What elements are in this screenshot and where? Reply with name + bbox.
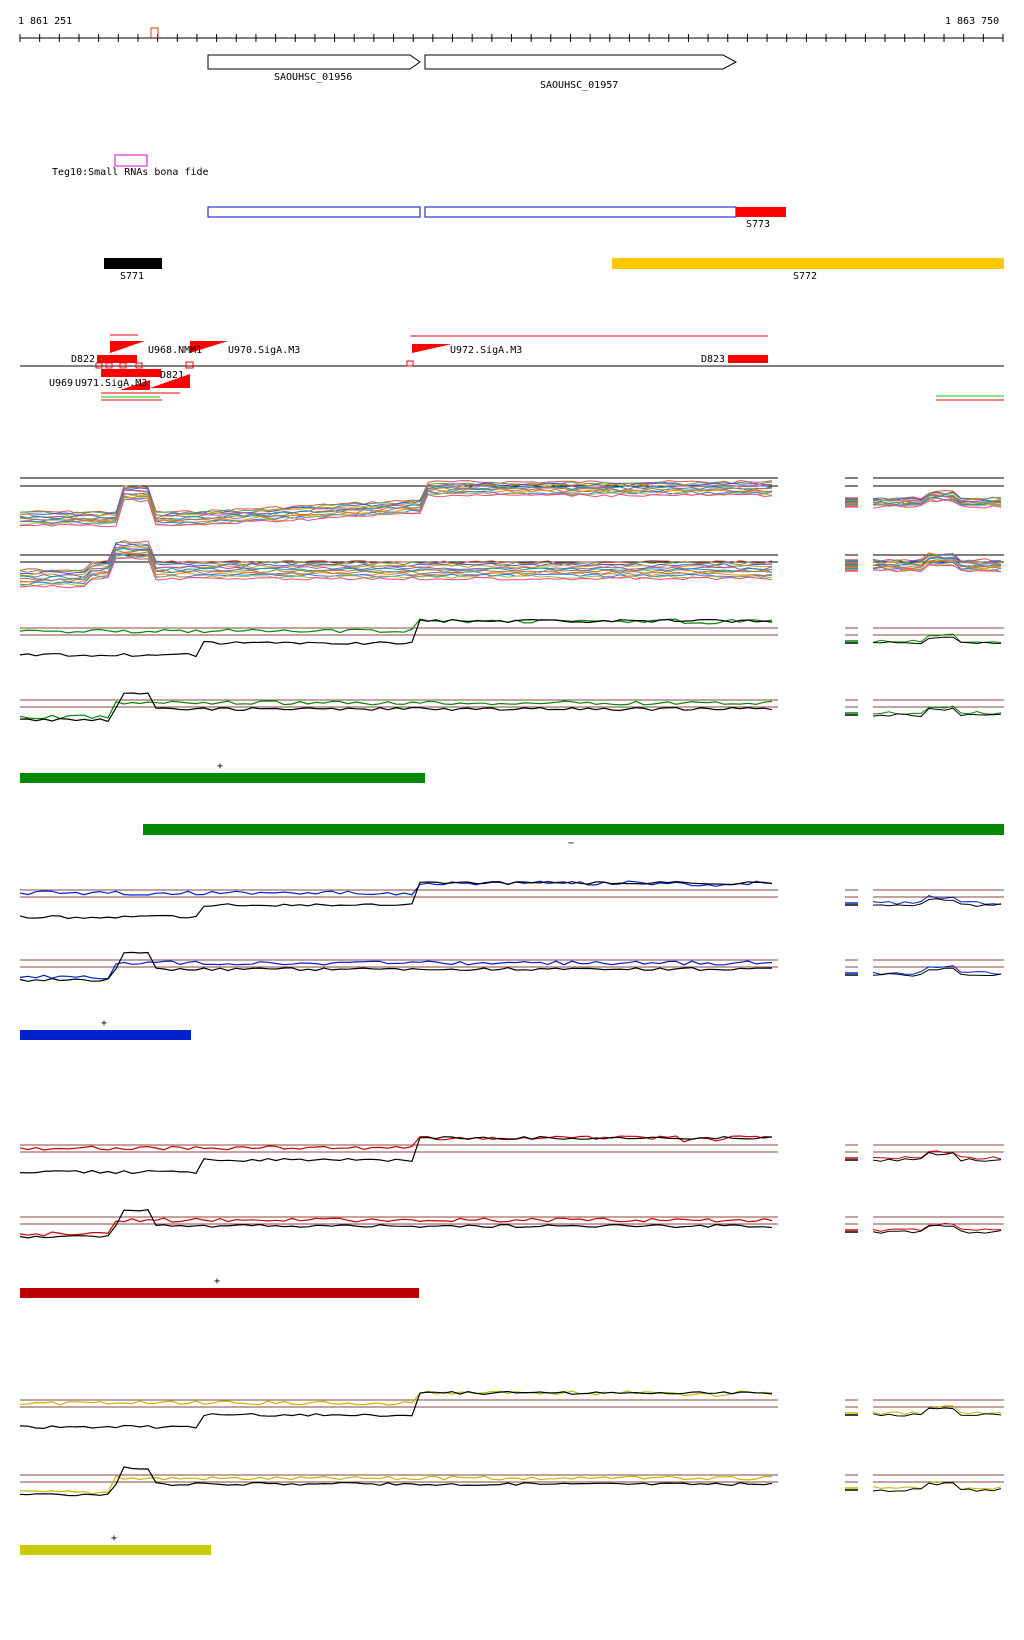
- strand-sign-1: +: [217, 761, 223, 772]
- feature-label-u968: U968.NMM1: [148, 345, 202, 356]
- coordinate-axis: 1 861 251 1 863 750: [18, 16, 1004, 42]
- transcript-track: S773 S771 S772: [104, 206, 1004, 282]
- terminator-d821[interactable]: [101, 369, 161, 377]
- srna-box[interactable]: [114, 154, 148, 167]
- feature-track: U968.NMM1 U970.SigA.M3 U972.SigA.M3 D822…: [20, 334, 1004, 401]
- feature-label-u969: U969: [49, 378, 73, 389]
- feature-label-d821: D821: [160, 370, 184, 381]
- strand-sign-2: −: [568, 838, 574, 849]
- strand-bar-red-plus[interactable]: [20, 1288, 419, 1298]
- segment-label-s771: S771: [120, 271, 144, 282]
- feature-label-u971: U971.SigA.M3: [75, 378, 147, 389]
- strand-sign-4: +: [214, 1276, 220, 1287]
- promoter-u970[interactable]: [190, 341, 228, 353]
- strand-bars: + − + + +: [20, 761, 1004, 1555]
- promoter-u968[interactable]: [110, 341, 145, 353]
- terminator-d822[interactable]: [97, 355, 137, 363]
- promoter-u972[interactable]: [412, 344, 452, 353]
- segment-label-s773: S773: [746, 219, 770, 230]
- coord-start: 1 861 251: [18, 16, 72, 27]
- transcript-box-2[interactable]: [424, 206, 737, 218]
- strand-bar-green-plus[interactable]: [20, 773, 425, 783]
- strand-sign-3: +: [101, 1018, 107, 1029]
- feature-label-u970: U970.SigA.M3: [228, 345, 300, 356]
- strand-bar-green-minus[interactable]: [143, 824, 1004, 835]
- feature-label-d823: D823: [701, 354, 725, 365]
- strand-bar-blue-plus[interactable]: [20, 1030, 191, 1040]
- gene-arrow-1956[interactable]: [207, 54, 421, 70]
- terminator-d823[interactable]: [728, 355, 768, 363]
- strand-sign-5: +: [111, 1533, 117, 1544]
- promoter-u971[interactable]: [120, 380, 150, 390]
- gene-track: SAOUHSC_01956 SAOUHSC_01957: [207, 54, 738, 91]
- srna-label: Teg10:Small RNAs bona fide: [52, 167, 209, 178]
- promoter-u969[interactable]: [150, 374, 190, 388]
- feature-label-u972: U972.SigA.M3: [450, 345, 522, 356]
- feature-label-d822: D822: [71, 354, 95, 365]
- transcript-box-1[interactable]: [207, 206, 421, 218]
- segment-s772[interactable]: [612, 258, 1004, 269]
- promoter-u972-box: [406, 360, 414, 367]
- srna-track: Teg10:Small RNAs bona fide: [52, 154, 209, 178]
- gene-label-1956: SAOUHSC_01956: [274, 72, 352, 83]
- axis-marker-icon: [150, 27, 159, 38]
- segment-s773[interactable]: [736, 207, 786, 217]
- strand-bar-yellow-plus[interactable]: [20, 1545, 211, 1555]
- segment-s771[interactable]: [104, 258, 162, 269]
- segment-label-s772: S772: [793, 271, 817, 282]
- coord-end: 1 863 750: [945, 16, 999, 27]
- expression-panels: [19, 477, 1004, 1497]
- axis-ticks: [19, 34, 1004, 42]
- gene-arrow-1957[interactable]: [424, 54, 738, 70]
- gene-label-1957: SAOUHSC_01957: [540, 80, 618, 91]
